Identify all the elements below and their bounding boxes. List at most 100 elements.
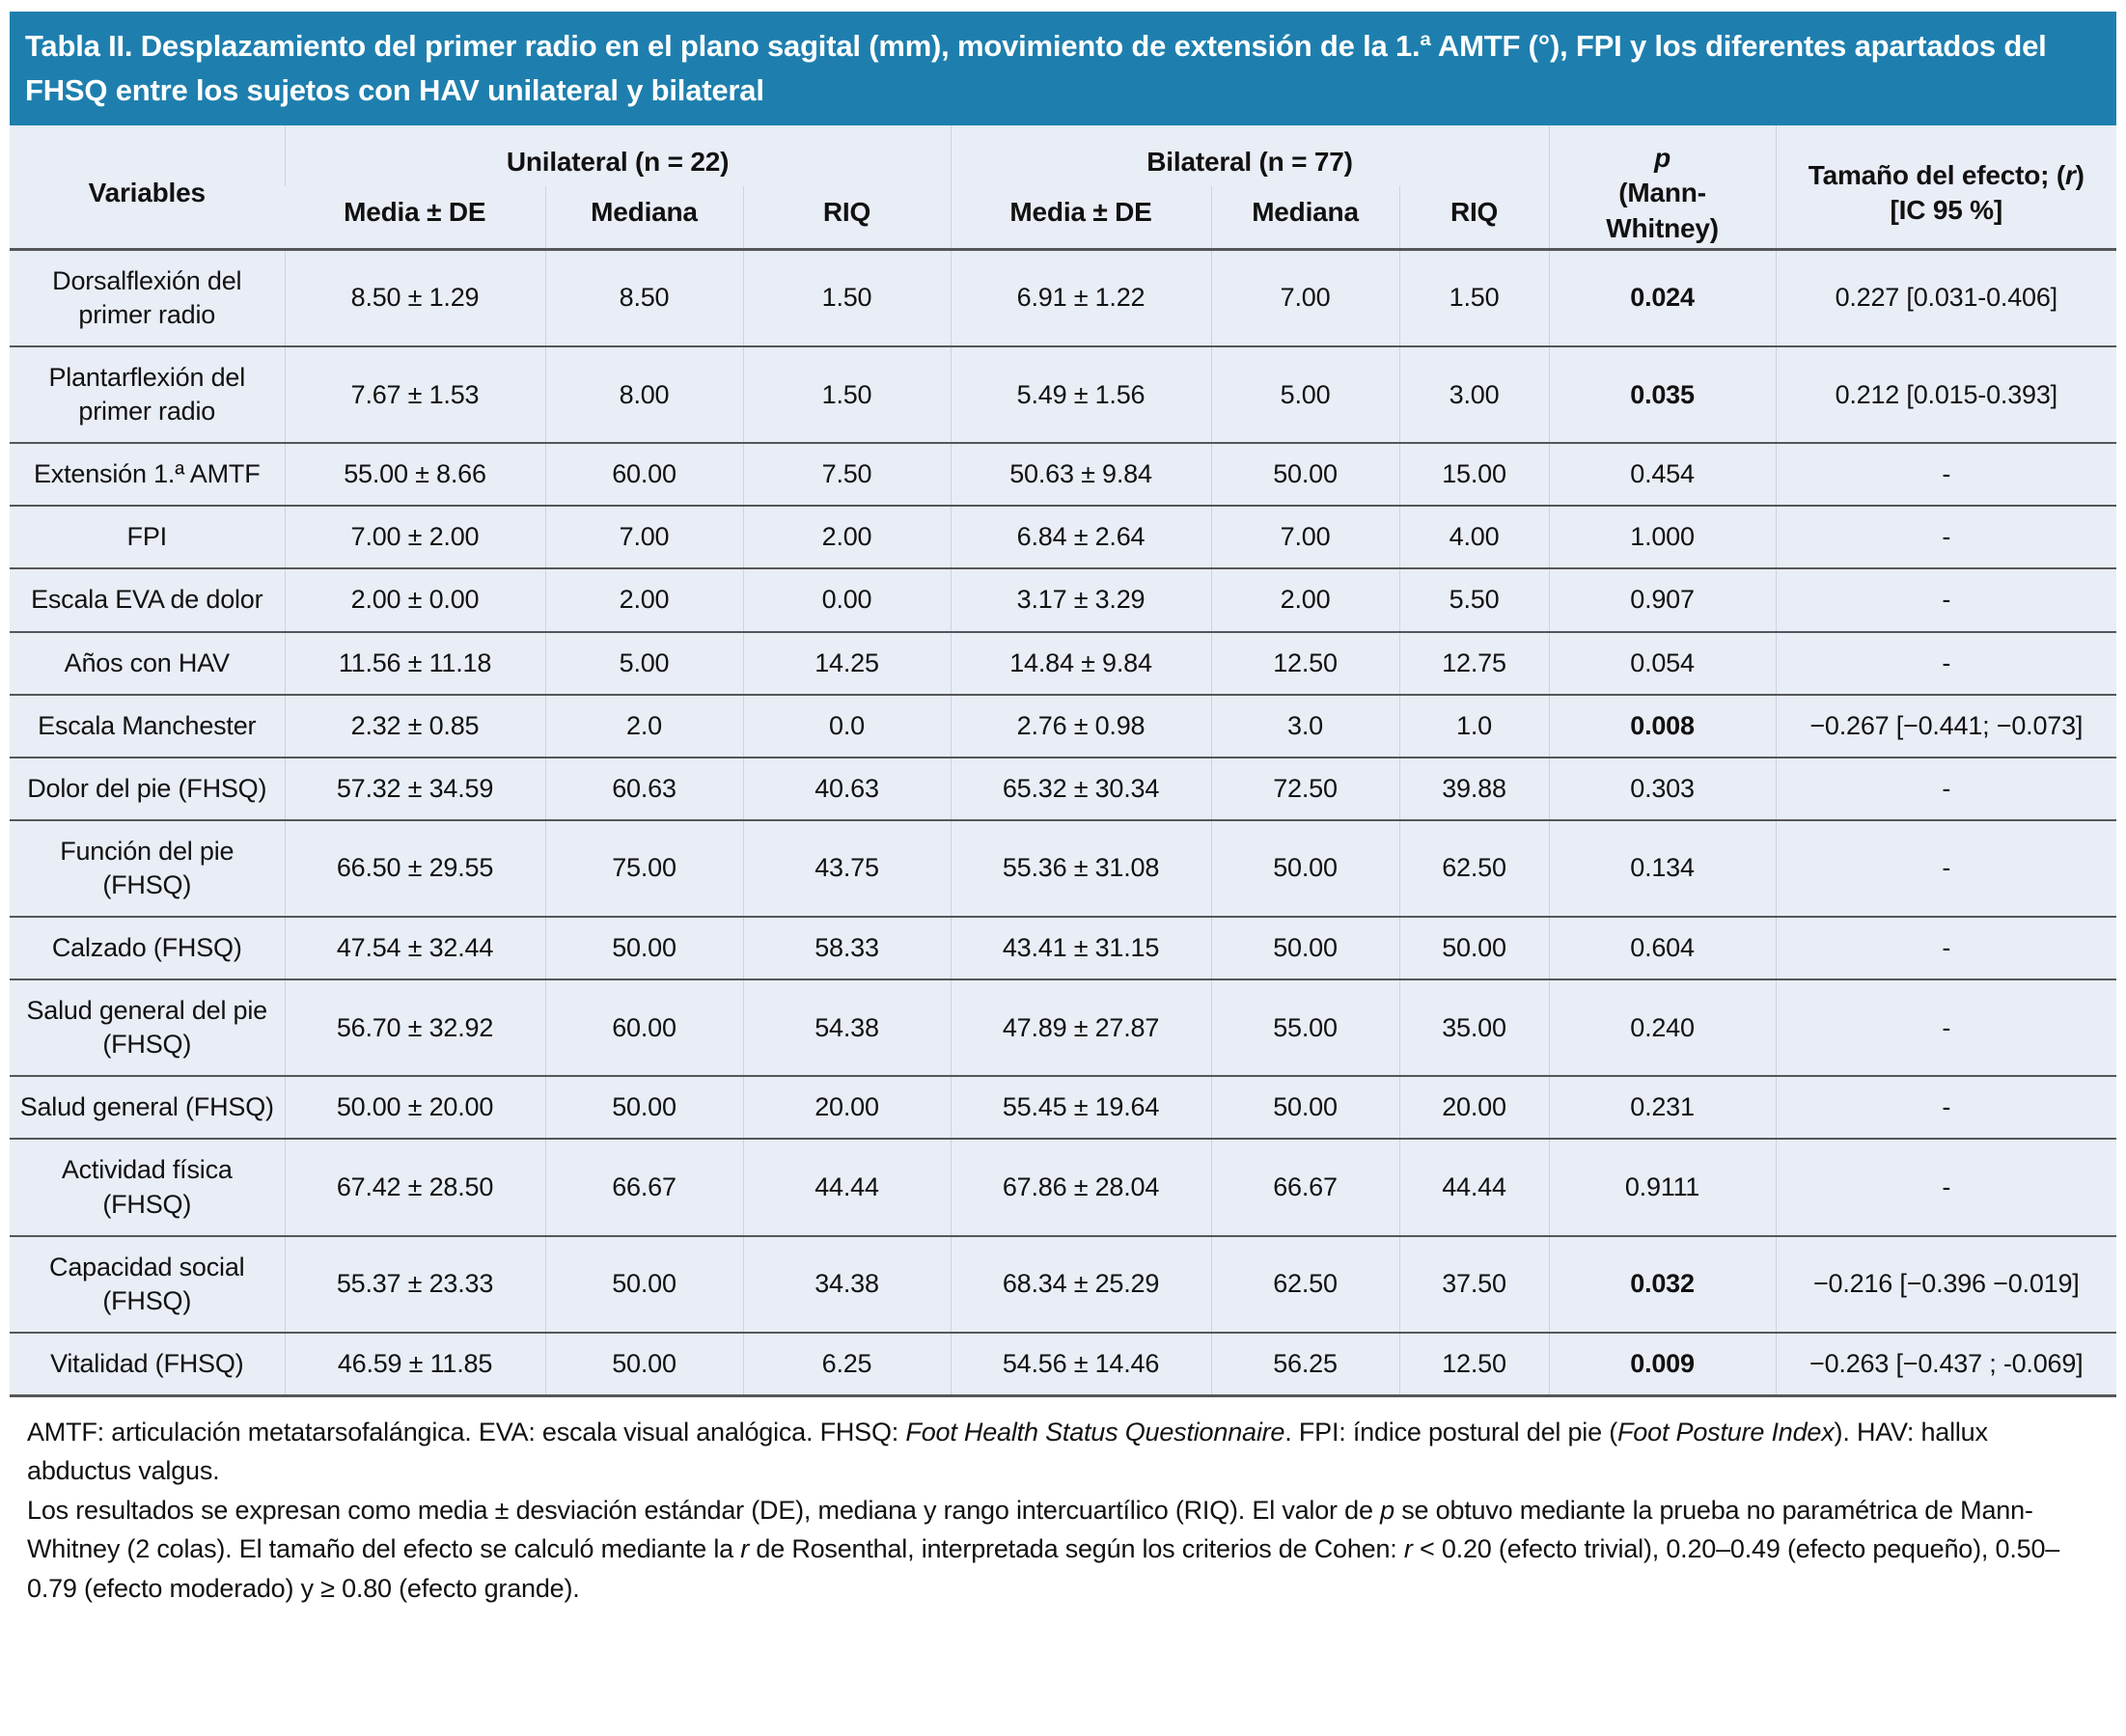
unilateral-media-cell: 46.59 ± 11.85 [284, 1332, 545, 1396]
bilateral-mediana-cell: 3.0 [1210, 694, 1400, 758]
bilateral-riq-cell: 50.00 [1398, 917, 1550, 980]
sub-header-bil-media: Media ± DE [950, 186, 1212, 250]
effect-size-cell: - [1775, 757, 2116, 820]
bilateral-media-cell: 55.45 ± 19.64 [950, 1076, 1212, 1140]
col-header-bilateral: Bilateral (n = 77) [950, 124, 1550, 187]
unilateral-media-cell: 7.67 ± 1.53 [284, 346, 545, 444]
unilateral-media-cell: 7.00 ± 2.00 [284, 506, 545, 569]
unilateral-media-cell: 2.32 ± 0.85 [284, 694, 545, 758]
unilateral-mediana-cell: 50.00 [544, 917, 743, 980]
bilateral-riq-cell: 5.50 [1398, 568, 1550, 632]
effect-size-cell: - [1775, 819, 2116, 918]
table-row: Escala EVA de dolor 2.00 ± 0.00 2.00 0.00 3.… [10, 568, 2116, 632]
col-header-effect-size: Tamaño del efecto; (r) [IC 95 %] [1775, 124, 2116, 250]
table-body: Dorsalflexión del primer radio 8.50 ± 1.2… [10, 249, 2116, 1396]
bilateral-riq-cell: 12.75 [1398, 631, 1550, 695]
p-test-name: (Mann-Whitney) [1606, 178, 1719, 243]
effect-size-cell: 0.227 [0.031-0.406] [1775, 249, 2116, 347]
unilateral-riq-cell: 34.38 [742, 1235, 952, 1333]
bilateral-riq-cell: 1.0 [1398, 694, 1550, 758]
variable-name-cell: Extensión 1.ª AMTF [34, 459, 261, 489]
p-value-cell: 0.454 [1548, 443, 1777, 507]
table-row: Salud general del pie (FHSQ) 56.70 ± 32.9… [10, 979, 2116, 1077]
unilateral-mediana-cell: 5.00 [544, 631, 743, 695]
variable-name-cell: Salud general (FHSQ) [19, 1092, 274, 1122]
variable-name-cell: Años con HAV [64, 648, 230, 677]
unilateral-riq-cell: 1.50 [742, 346, 952, 444]
document-page: Tabla II. Desplazamiento del primer radi… [10, 12, 2116, 1603]
p-value-cell: 0.907 [1548, 568, 1777, 632]
p-value-cell: 0.134 [1548, 819, 1777, 918]
unilateral-media-cell: 57.32 ± 34.59 [284, 757, 545, 820]
unilateral-media-cell: 8.50 ± 1.29 [284, 249, 545, 347]
effect-size-cell: - [1775, 568, 2116, 632]
bilateral-media-cell: 47.89 ± 27.87 [950, 979, 1212, 1077]
bilateral-media-cell: 55.36 ± 31.08 [950, 819, 1212, 918]
bilateral-riq-cell: 12.50 [1398, 1332, 1550, 1396]
p-value-cell: 0.054 [1548, 631, 1777, 695]
bilateral-mediana-cell: 12.50 [1210, 631, 1400, 695]
effect-size-cell: - [1775, 917, 2116, 980]
sub-header-uni-media: Media ± DE [344, 196, 486, 227]
footnote-text: se obtuvo mediante la prueba no paramétr… [27, 1495, 2033, 1564]
unilateral-mediana-cell: 50.00 [544, 1332, 743, 1396]
unilateral-mediana-cell: 2.0 [544, 694, 743, 758]
unilateral-media-cell: 55.37 ± 23.33 [284, 1235, 545, 1333]
bilateral-mediana-cell: 50.00 [1210, 1076, 1400, 1140]
variable-name-cell: Escala Manchester [38, 710, 257, 740]
effect-size-cell: −0.267 [−0.441; −0.073] [1775, 694, 2116, 758]
unilateral-media-cell: 50.00 ± 20.00 [284, 1076, 545, 1140]
table-row: Capacidad social (FHSQ) 55.37 ± 23.33 50.0… [10, 1235, 2116, 1333]
effect-label-post: ) [2075, 159, 2085, 190]
p-value-cell: 0.032 [1548, 1235, 1777, 1333]
bilateral-mediana-cell: 7.00 [1210, 249, 1400, 347]
unilateral-mediana-cell: 60.00 [544, 979, 743, 1077]
p-value-cell: 1.000 [1548, 506, 1777, 569]
unilateral-mediana-cell: 2.00 [544, 568, 743, 632]
unilateral-riq-cell: 58.33 [742, 917, 952, 980]
bilateral-mediana-cell: 62.50 [1210, 1235, 1400, 1333]
bilateral-riq-cell: 62.50 [1398, 819, 1550, 918]
unilateral-media-cell: 47.54 ± 32.44 [284, 917, 545, 980]
footnote-italic-term: Foot Posture Index [1617, 1417, 1835, 1447]
footnote-text: < 0.20 (efecto trivial), 0.20–0.49 (efec… [27, 1534, 2060, 1603]
data-table: Variables Unilateral (n = 22) Bilateral … [10, 124, 2116, 1397]
table-row: Extensión 1.ª AMTF 55.00 ± 8.66 60.00 7.50 5… [10, 443, 2116, 507]
footnote-text: de Rosenthal, interpretada según los cri… [749, 1534, 1404, 1564]
unilateral-media-cell: 11.56 ± 11.18 [284, 631, 545, 695]
bilateral-mediana-cell: 50.00 [1210, 917, 1400, 980]
variable-name-cell: Dorsalflexión del primer radio [52, 265, 242, 330]
unilateral-riq-cell: 6.25 [742, 1332, 952, 1396]
footnote-text: Los resultados se expresan como media ± … [27, 1495, 1381, 1525]
unilateral-riq-cell: 2.00 [742, 506, 952, 569]
unilateral-riq-cell: 14.25 [742, 631, 952, 695]
bilateral-riq-cell: 15.00 [1398, 443, 1550, 507]
footnote-abbreviations: AMTF: articulación metatarsofalángica. E… [27, 1413, 2099, 1491]
bilateral-riq-cell: 1.50 [1398, 249, 1550, 347]
bilateral-riq-cell: 44.44 [1398, 1139, 1550, 1236]
effect-size-cell: −0.216 [−0.396 −0.019] [1775, 1235, 2116, 1333]
sub-header-uni-mediana: Mediana [544, 186, 743, 250]
table-row: Calzado (FHSQ) 47.54 ± 32.44 50.00 58.33 43.… [10, 917, 2116, 980]
unilateral-mediana-cell: 8.50 [544, 249, 743, 347]
bilateral-mediana-cell: 7.00 [1210, 506, 1400, 569]
table-title: Tabla II. Desplazamiento del primer radi… [25, 29, 2047, 107]
p-value-cell: 0.9111 [1548, 1139, 1777, 1236]
bilateral-riq-cell: 20.00 [1398, 1076, 1550, 1140]
p-value-cell: 0.303 [1548, 757, 1777, 820]
bilateral-mediana-cell: 66.67 [1210, 1139, 1400, 1236]
bilateral-media-cell: 2.76 ± 0.98 [950, 694, 1212, 758]
table-row: Vitalidad (FHSQ) 46.59 ± 11.85 50.00 6.25 54… [10, 1332, 2116, 1396]
p-value-cell: 0.240 [1548, 979, 1777, 1077]
footnote-text: ). HAV: hallux abductus valgus. [27, 1417, 1988, 1486]
sub-header-uni-riq: RIQ [742, 186, 952, 250]
sub-header-bil-riq: RIQ [1398, 186, 1550, 250]
effect-r-symbol: r [2064, 159, 2076, 190]
variable-name-cell: Escala EVA de dolor [31, 585, 263, 615]
table-row: Plantarflexión del primer radio 7.67 ± 1.… [10, 346, 2116, 444]
sub-header-row: Media ± DE Mediana RIQ Media ± DE Median… [10, 186, 2116, 250]
unilateral-mediana-cell: 50.00 [544, 1235, 743, 1333]
unilateral-media-cell: 66.50 ± 29.55 [284, 819, 545, 918]
bilateral-media-cell: 5.49 ± 1.56 [950, 346, 1212, 444]
variable-name-cell: Vitalidad (FHSQ) [50, 1348, 244, 1378]
